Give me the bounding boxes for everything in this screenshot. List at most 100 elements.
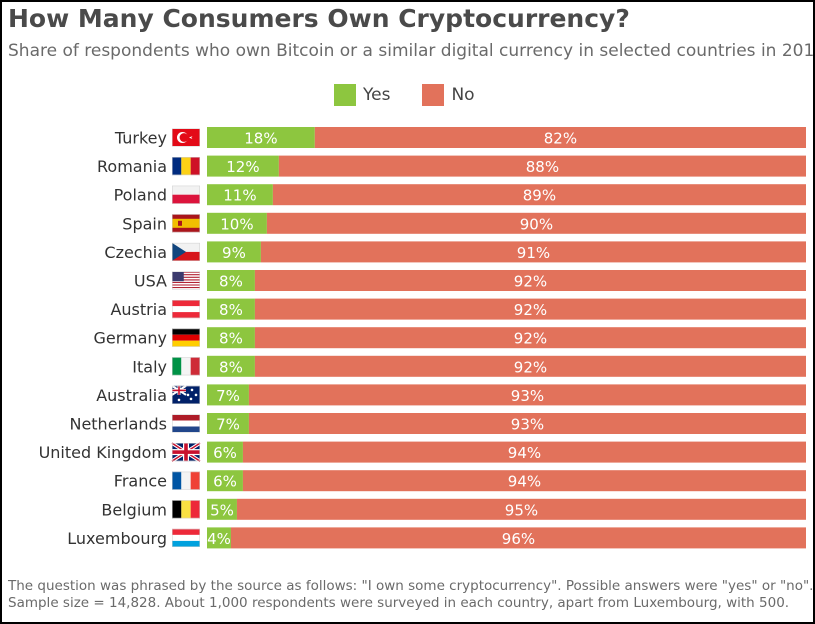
bar-yes-italy bbox=[207, 355, 255, 377]
bar-yes-spain bbox=[207, 212, 267, 234]
data-label-yes-austria: 8% bbox=[219, 301, 243, 319]
data-label-no-romania: 88% bbox=[526, 158, 559, 176]
bar-yes-turkey bbox=[207, 127, 315, 148]
data-label-yes-belgium: 5% bbox=[210, 501, 234, 519]
data-label-no-turkey: 82% bbox=[544, 130, 577, 148]
footnote: The question was phrased by the source a… bbox=[8, 578, 813, 612]
category-label-germany: Germany bbox=[93, 329, 167, 348]
bar-chart: Turkey 18% 82% Romania 12% 88% Poland 11% 89% Spa… bbox=[39, 127, 807, 549]
usa-flag-icon bbox=[172, 271, 200, 290]
data-label-no-czechia: 91% bbox=[517, 244, 550, 262]
data-label-yes-italy: 8% bbox=[219, 358, 243, 376]
austria-flag-icon bbox=[172, 300, 200, 319]
spain-flag-icon bbox=[172, 214, 200, 233]
bar-yes-poland bbox=[207, 184, 273, 206]
category-label-italy: Italy bbox=[132, 357, 167, 376]
legend-label-no: No bbox=[451, 85, 475, 105]
category-label-austria: Austria bbox=[110, 300, 167, 319]
data-label-no-australia: 93% bbox=[511, 387, 544, 405]
bar-no-australia bbox=[248, 384, 806, 406]
category-label-australia: Australia bbox=[96, 386, 167, 405]
data-label-no-luxembourg: 96% bbox=[502, 530, 535, 548]
data-label-yes-germany: 8% bbox=[219, 330, 243, 348]
bar-no-belgium bbox=[236, 498, 806, 520]
data-label-no-belgium: 95% bbox=[505, 501, 538, 519]
bar-yes-luxembourg bbox=[207, 527, 231, 549]
belgium-flag-icon bbox=[172, 500, 200, 519]
bar-no-austria bbox=[254, 298, 807, 320]
data-label-yes-usa: 8% bbox=[219, 273, 243, 291]
bar-no-france bbox=[242, 470, 806, 492]
bar-yes-france bbox=[207, 470, 243, 492]
data-label-no-italy: 92% bbox=[514, 358, 547, 376]
data-label-yes-france: 6% bbox=[213, 473, 237, 491]
data-label-yes-netherlands: 7% bbox=[216, 416, 240, 434]
category-label-turkey: Turkey bbox=[114, 129, 167, 148]
bar-no-romania bbox=[278, 155, 806, 177]
netherlands-flag-icon bbox=[172, 414, 200, 433]
france-flag-icon bbox=[172, 471, 200, 490]
data-label-yes-luxembourg: 4% bbox=[207, 530, 231, 548]
category-label-belgium: Belgium bbox=[101, 500, 167, 519]
chart-subtitle: Share of respondents who own Bitcoin or … bbox=[8, 41, 815, 61]
united-kingdom-flag-icon bbox=[171, 441, 201, 463]
legend-item-no: No bbox=[422, 84, 475, 106]
australia-flag-icon bbox=[171, 385, 200, 404]
bar-yes-germany bbox=[207, 327, 255, 349]
italy-flag-icon bbox=[172, 357, 200, 376]
chart-legend: Yes No bbox=[334, 84, 507, 106]
bar-yes-usa bbox=[207, 270, 255, 291]
category-label-usa: USA bbox=[134, 272, 167, 291]
bar-no-usa bbox=[254, 270, 807, 291]
data-label-yes-united-kingdom: 6% bbox=[213, 444, 237, 462]
bar-no-germany bbox=[254, 327, 807, 349]
category-label-luxembourg: Luxembourg bbox=[67, 529, 167, 548]
bar-no-netherlands bbox=[248, 413, 806, 434]
data-label-no-spain: 90% bbox=[520, 215, 553, 233]
data-label-no-germany: 92% bbox=[514, 330, 547, 348]
bar-yes-netherlands bbox=[207, 413, 249, 434]
category-label-netherlands: Netherlands bbox=[69, 415, 167, 434]
data-label-no-france: 94% bbox=[508, 473, 541, 491]
data-label-yes-turkey: 18% bbox=[244, 130, 277, 148]
bar-no-czechia bbox=[260, 241, 806, 263]
bar-no-italy bbox=[254, 355, 807, 377]
category-label-poland: Poland bbox=[114, 186, 167, 205]
germany-flag-icon bbox=[172, 328, 200, 347]
bar-yes-belgium bbox=[207, 498, 237, 520]
bar-no-turkey bbox=[314, 127, 806, 148]
bar-no-poland bbox=[272, 184, 806, 206]
bar-yes-united-kingdom bbox=[207, 441, 243, 463]
poland-flag-icon bbox=[172, 185, 200, 204]
data-label-no-netherlands: 93% bbox=[511, 416, 544, 434]
data-label-yes-czechia: 9% bbox=[222, 244, 246, 262]
legend-swatch-no bbox=[422, 84, 445, 106]
bar-no-luxembourg bbox=[230, 527, 806, 549]
bar-yes-austria bbox=[207, 298, 255, 320]
data-label-no-usa: 92% bbox=[514, 273, 547, 291]
data-label-yes-australia: 7% bbox=[216, 387, 240, 405]
data-label-no-austria: 92% bbox=[514, 301, 547, 319]
legend-label-yes: Yes bbox=[363, 85, 391, 105]
data-label-yes-spain: 10% bbox=[220, 215, 253, 233]
czechia-flag-icon bbox=[172, 242, 200, 261]
bar-yes-australia bbox=[207, 384, 249, 406]
bar-yes-czechia bbox=[207, 241, 261, 263]
category-label-czechia: Czechia bbox=[104, 243, 167, 262]
bar-no-united-kingdom bbox=[242, 441, 806, 463]
luxembourg-flag-icon bbox=[172, 528, 200, 547]
data-label-yes-romania: 12% bbox=[226, 158, 259, 176]
data-label-yes-poland: 11% bbox=[223, 187, 256, 205]
legend-item-yes: Yes bbox=[334, 84, 390, 106]
legend-swatch-yes bbox=[334, 84, 356, 106]
bar-yes-romania bbox=[207, 155, 279, 177]
category-label-spain: Spain bbox=[122, 214, 167, 233]
category-label-united-kingdom: United Kingdom bbox=[39, 443, 167, 462]
turkey-flag-icon bbox=[172, 128, 200, 147]
category-label-france: France bbox=[114, 472, 167, 491]
romania-flag-icon bbox=[172, 157, 200, 176]
data-label-no-poland: 89% bbox=[523, 187, 556, 205]
footnote-line-1: The question was phrased by the source a… bbox=[8, 578, 814, 594]
data-label-no-united-kingdom: 94% bbox=[508, 444, 541, 462]
category-label-romania: Romania bbox=[97, 157, 167, 176]
